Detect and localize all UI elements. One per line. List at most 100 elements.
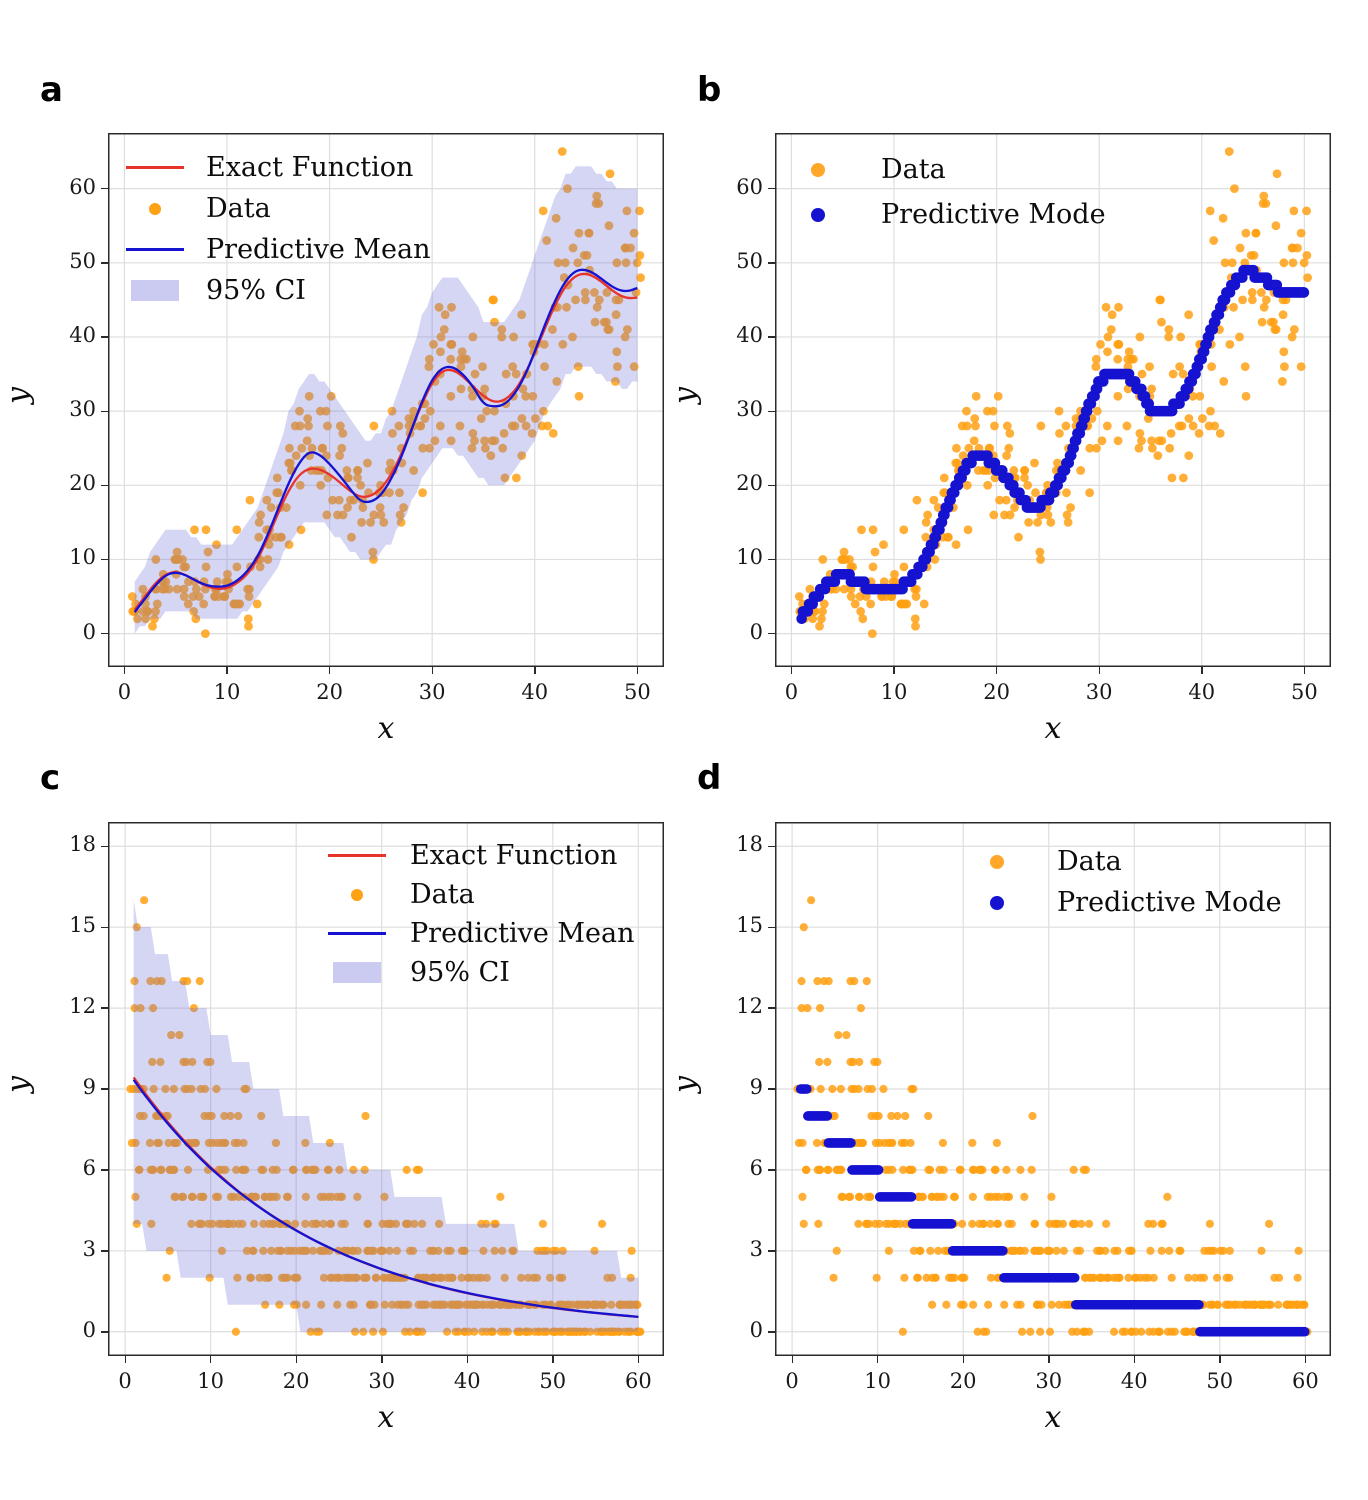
panel-a-xtick-mark bbox=[636, 667, 639, 674]
legend-item-95-ci: 95% CI bbox=[126, 270, 431, 311]
legend-label: Predictive Mean bbox=[410, 918, 635, 949]
panel-b-xtick-label: 30 bbox=[1085, 680, 1113, 704]
panel-a-legend: Exact Function Data Predictive Mean 95% CI bbox=[126, 147, 431, 311]
legend-label: 95% CI bbox=[206, 275, 306, 306]
panel-b-ytick-mark bbox=[768, 262, 775, 264]
panel-d-xtick-mark bbox=[791, 1356, 793, 1363]
panel-a-ytick-label: 40 bbox=[69, 322, 96, 347]
panel-d-xtick-mark bbox=[1304, 1356, 1307, 1363]
legend-label: Predictive Mode bbox=[1057, 887, 1282, 918]
panel-d-yaxis-label: y bbox=[667, 1076, 703, 1093]
panel-a-xtick-mark bbox=[328, 667, 331, 674]
panel-d-ytick-label: 0 bbox=[749, 1317, 763, 1342]
panel-b-ytick-mark bbox=[768, 633, 775, 635]
panel-b-xaxis-label: x bbox=[1044, 711, 1062, 746]
panel-d-xtick-label: 60 bbox=[1291, 1369, 1319, 1393]
panel-a-ytick-mark bbox=[101, 262, 108, 264]
legend-patch-swatch bbox=[126, 280, 184, 301]
legend-item-data: Data bbox=[126, 188, 431, 229]
panel-b-xtick-mark bbox=[1303, 667, 1306, 674]
panel-b-xtick-mark bbox=[893, 667, 895, 674]
legend-item-data: Data bbox=[982, 841, 1282, 882]
panel-d-ytick-label: 12 bbox=[736, 994, 763, 1019]
panel-d-xtick-label: 30 bbox=[1035, 1369, 1063, 1393]
legend-patch-swatch bbox=[328, 962, 386, 983]
panel-c-xtick-label: 50 bbox=[539, 1369, 567, 1393]
legend-label: Predictive Mean bbox=[206, 234, 431, 265]
panel-b-ytick-label: 0 bbox=[749, 619, 763, 644]
panel-c-xtick-mark bbox=[124, 1356, 126, 1363]
panel-b-xtick-label: 0 bbox=[784, 680, 799, 704]
legend-dot-swatch bbox=[328, 888, 386, 901]
panel-c-ytick-label: 9 bbox=[82, 1075, 96, 1099]
panel-letter-b: b bbox=[697, 70, 722, 110]
panel-d-ytick-mark bbox=[768, 1088, 775, 1090]
panel-c-xtick-label: 30 bbox=[368, 1369, 396, 1393]
panel-b-ytick-label: 60 bbox=[736, 174, 763, 199]
legend-swatch-glyph bbox=[990, 854, 1004, 869]
legend-swatch-glyph bbox=[126, 166, 184, 169]
panel-a-xaxis-label: x bbox=[377, 711, 395, 746]
panel-b-ytick-label: 40 bbox=[736, 322, 763, 347]
panel-c-ytick-label: 0 bbox=[82, 1317, 96, 1342]
panel-d-xtick-label: 0 bbox=[785, 1369, 799, 1393]
panel-b-plot-canvas bbox=[775, 133, 1331, 667]
legend-label: Data bbox=[206, 193, 271, 224]
panel-c-legend: Exact Function Data Predictive Mean 95% CI bbox=[328, 836, 635, 992]
panel-c-ytick-mark bbox=[101, 926, 108, 928]
panel-letter-c: c bbox=[40, 758, 61, 798]
legend-label: Data bbox=[1057, 846, 1122, 877]
panel-d-ytick-mark bbox=[768, 1331, 775, 1333]
panel-b-ytick-label: 20 bbox=[736, 471, 763, 496]
legend-swatch-glyph bbox=[149, 202, 161, 215]
panel-c-ytick-label: 12 bbox=[69, 994, 96, 1019]
legend-item-predictive-mode: Predictive Mode bbox=[803, 192, 1106, 237]
panel-c-ytick-mark bbox=[101, 1331, 108, 1333]
panel-d-plot-canvas bbox=[775, 822, 1331, 1356]
panel-b-xtick-mark bbox=[790, 667, 793, 674]
legend-swatch-glyph bbox=[811, 207, 825, 222]
panel-a-xtick-mark bbox=[226, 667, 228, 674]
panel-c-plot-canvas bbox=[108, 822, 664, 1356]
legend-swatch-glyph bbox=[990, 895, 1004, 910]
panel-d-xtick-mark bbox=[1219, 1356, 1221, 1363]
panel-c-xtick-label: 60 bbox=[624, 1369, 652, 1393]
panel-letter-d: d bbox=[697, 758, 722, 798]
panel-b-ytick-mark bbox=[768, 336, 775, 338]
panel-c-xtick-mark bbox=[552, 1356, 554, 1363]
panel-a-ytick-label: 50 bbox=[69, 248, 96, 273]
panel-a-ytick-mark bbox=[101, 336, 108, 338]
legend-dot-swatch bbox=[982, 854, 1012, 869]
panel-a-xtick-mark bbox=[123, 667, 126, 674]
panel-a-xtick-label: 20 bbox=[316, 680, 343, 704]
legend-label: Exact Function bbox=[206, 152, 414, 183]
panel-b-xtick-label: 20 bbox=[983, 680, 1010, 704]
panel-d-ytick-mark bbox=[768, 926, 775, 928]
legend-label: Data bbox=[881, 154, 946, 185]
legend-dot-swatch bbox=[803, 162, 833, 177]
panel-a-ytick-label: 30 bbox=[69, 397, 96, 422]
panel-c-xtick-mark bbox=[295, 1356, 297, 1363]
legend-line-swatch bbox=[126, 166, 184, 169]
panel-a-xtick-label: 10 bbox=[213, 680, 241, 704]
panel-d-xtick-label: 40 bbox=[1120, 1369, 1148, 1393]
panel-a-ytick-label: 0 bbox=[82, 619, 96, 644]
legend-item-data: Data bbox=[328, 875, 635, 914]
panel-b-legend: Data Predictive Mode bbox=[803, 147, 1106, 237]
panel-b-ytick-mark bbox=[768, 558, 775, 561]
panel-c-xtick-label: 0 bbox=[118, 1369, 132, 1393]
panel-a-ytick-mark bbox=[101, 484, 108, 487]
panel-d-legend: Data Predictive Mode bbox=[982, 841, 1282, 923]
panel-b-xtick-mark bbox=[995, 667, 998, 674]
legend-line-swatch bbox=[126, 248, 184, 251]
panel-a-ytick-label: 20 bbox=[69, 471, 96, 496]
panel-b-ytick-label: 30 bbox=[736, 397, 763, 422]
panel-c: Exact Function Data Predictive Mean 95% CI … bbox=[1, 822, 664, 1435]
panel-a-xtick-label: 30 bbox=[418, 680, 446, 704]
legend-item-predictive-mode: Predictive Mode bbox=[982, 882, 1282, 923]
panel-a-ytick-mark bbox=[101, 188, 108, 190]
panel-d-ytick-label: 6 bbox=[749, 1155, 763, 1180]
panel-a: Exact Function Data Predictive Mean 95% CI … bbox=[1, 133, 664, 746]
legend-label: Predictive Mode bbox=[881, 199, 1106, 230]
panel-c-xtick-label: 20 bbox=[282, 1369, 310, 1393]
